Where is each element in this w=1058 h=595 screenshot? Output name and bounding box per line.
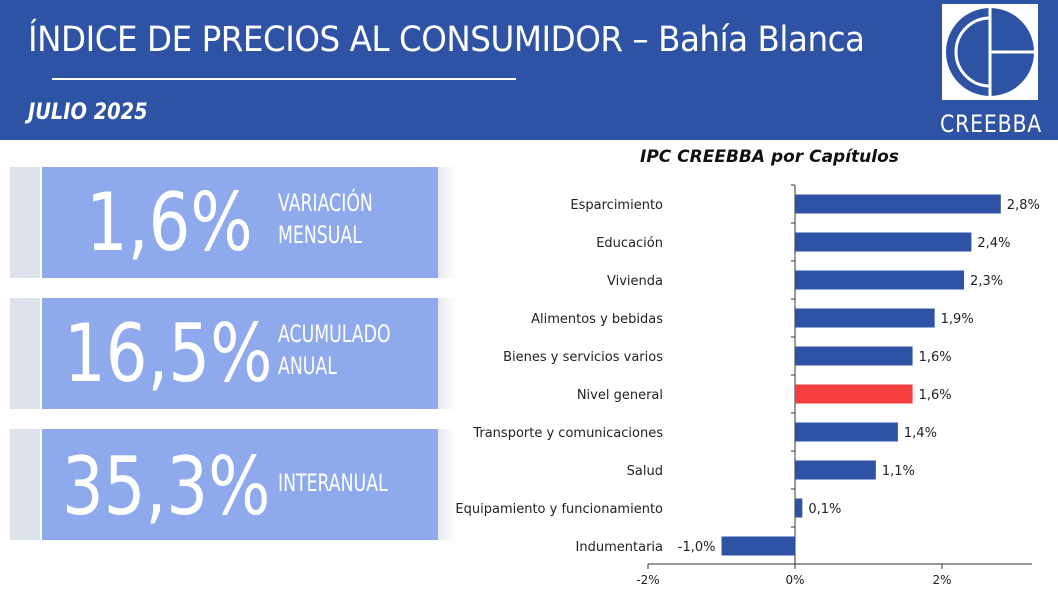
data-label: 2,3% (970, 274, 1003, 289)
category-label: Alimentos y bebidas (531, 312, 663, 327)
kpi-shadow (10, 298, 40, 409)
data-label: 1,9% (941, 312, 974, 327)
kpi-label-line: ANUAL (278, 352, 337, 380)
category-label: Transporte y comunicaciones (472, 426, 663, 441)
kpi-label-line: MENSUAL (278, 221, 362, 249)
bar (795, 422, 898, 442)
creebba-logo-icon (942, 4, 1038, 100)
category-label: Vivienda (607, 274, 663, 289)
kpi-value: 1,6% (86, 176, 253, 269)
kpi-value: 35,3% (62, 440, 271, 533)
category-label: Indumentaria (576, 540, 663, 555)
bar (795, 498, 803, 518)
kpi-label: ACUMULADO ANUAL (278, 318, 391, 382)
data-label: 1,4% (904, 426, 937, 441)
category-label: Nivel general (577, 388, 663, 403)
kpi-monthly-variation: 1,6% VARIACIÓN MENSUAL (42, 167, 438, 278)
category-label: Salud (627, 464, 663, 479)
page-title: ÍNDICE DE PRECIOS AL CONSUMIDOR – Bahía … (28, 20, 865, 60)
kpi-shadow (438, 167, 456, 278)
bar (721, 536, 795, 556)
data-label: 2,4% (977, 236, 1010, 251)
bar (795, 270, 965, 290)
data-label: 2,8% (1007, 198, 1040, 213)
category-label: Educación (596, 236, 663, 251)
bar (795, 384, 913, 404)
kpi-shadow (10, 167, 40, 278)
bar (795, 194, 1001, 214)
kpi-label-line: INTERANUAL (278, 469, 388, 497)
bar (795, 460, 876, 480)
title-divider (52, 78, 516, 80)
kpi-label-line: ACUMULADO (278, 320, 391, 348)
kpi-label: INTERANUAL (278, 467, 388, 499)
kpi-label: VARIACIÓN MENSUAL (278, 187, 373, 251)
x-tick-label: 2% (932, 573, 951, 587)
data-label: -1,0% (678, 540, 716, 555)
kpi-shadow (438, 429, 456, 540)
logo-wordmark: CREEBBA (940, 110, 1043, 138)
data-label: 1,6% (919, 388, 952, 403)
category-label: Bienes y servicios varios (503, 350, 663, 365)
x-tick-label: -2% (636, 573, 659, 587)
kpi-shadow (438, 298, 456, 409)
bar (795, 232, 972, 252)
data-label: 1,6% (919, 350, 952, 365)
kpi-annual-cumulative: 16,5% ACUMULADO ANUAL (42, 298, 438, 409)
kpi-value: 16,5% (64, 307, 273, 400)
bar (795, 346, 913, 366)
x-tick-label: 0% (785, 573, 804, 587)
kpi-label-line: VARIACIÓN (278, 189, 373, 217)
category-label: Esparcimiento (570, 198, 663, 213)
header-banner: ÍNDICE DE PRECIOS AL CONSUMIDOR – Bahía … (0, 0, 1058, 140)
kpi-year-over-year: 35,3% INTERANUAL (42, 429, 438, 540)
data-label: 0,1% (808, 502, 841, 517)
chart-title: IPC CREEBBA por Capítulos (640, 147, 899, 167)
period-subtitle: JULIO 2025 (28, 100, 148, 125)
category-label: Equipamiento y funcionamiento (455, 502, 663, 517)
data-label: 1,1% (882, 464, 915, 479)
kpi-shadow (10, 429, 40, 540)
bar (795, 308, 935, 328)
